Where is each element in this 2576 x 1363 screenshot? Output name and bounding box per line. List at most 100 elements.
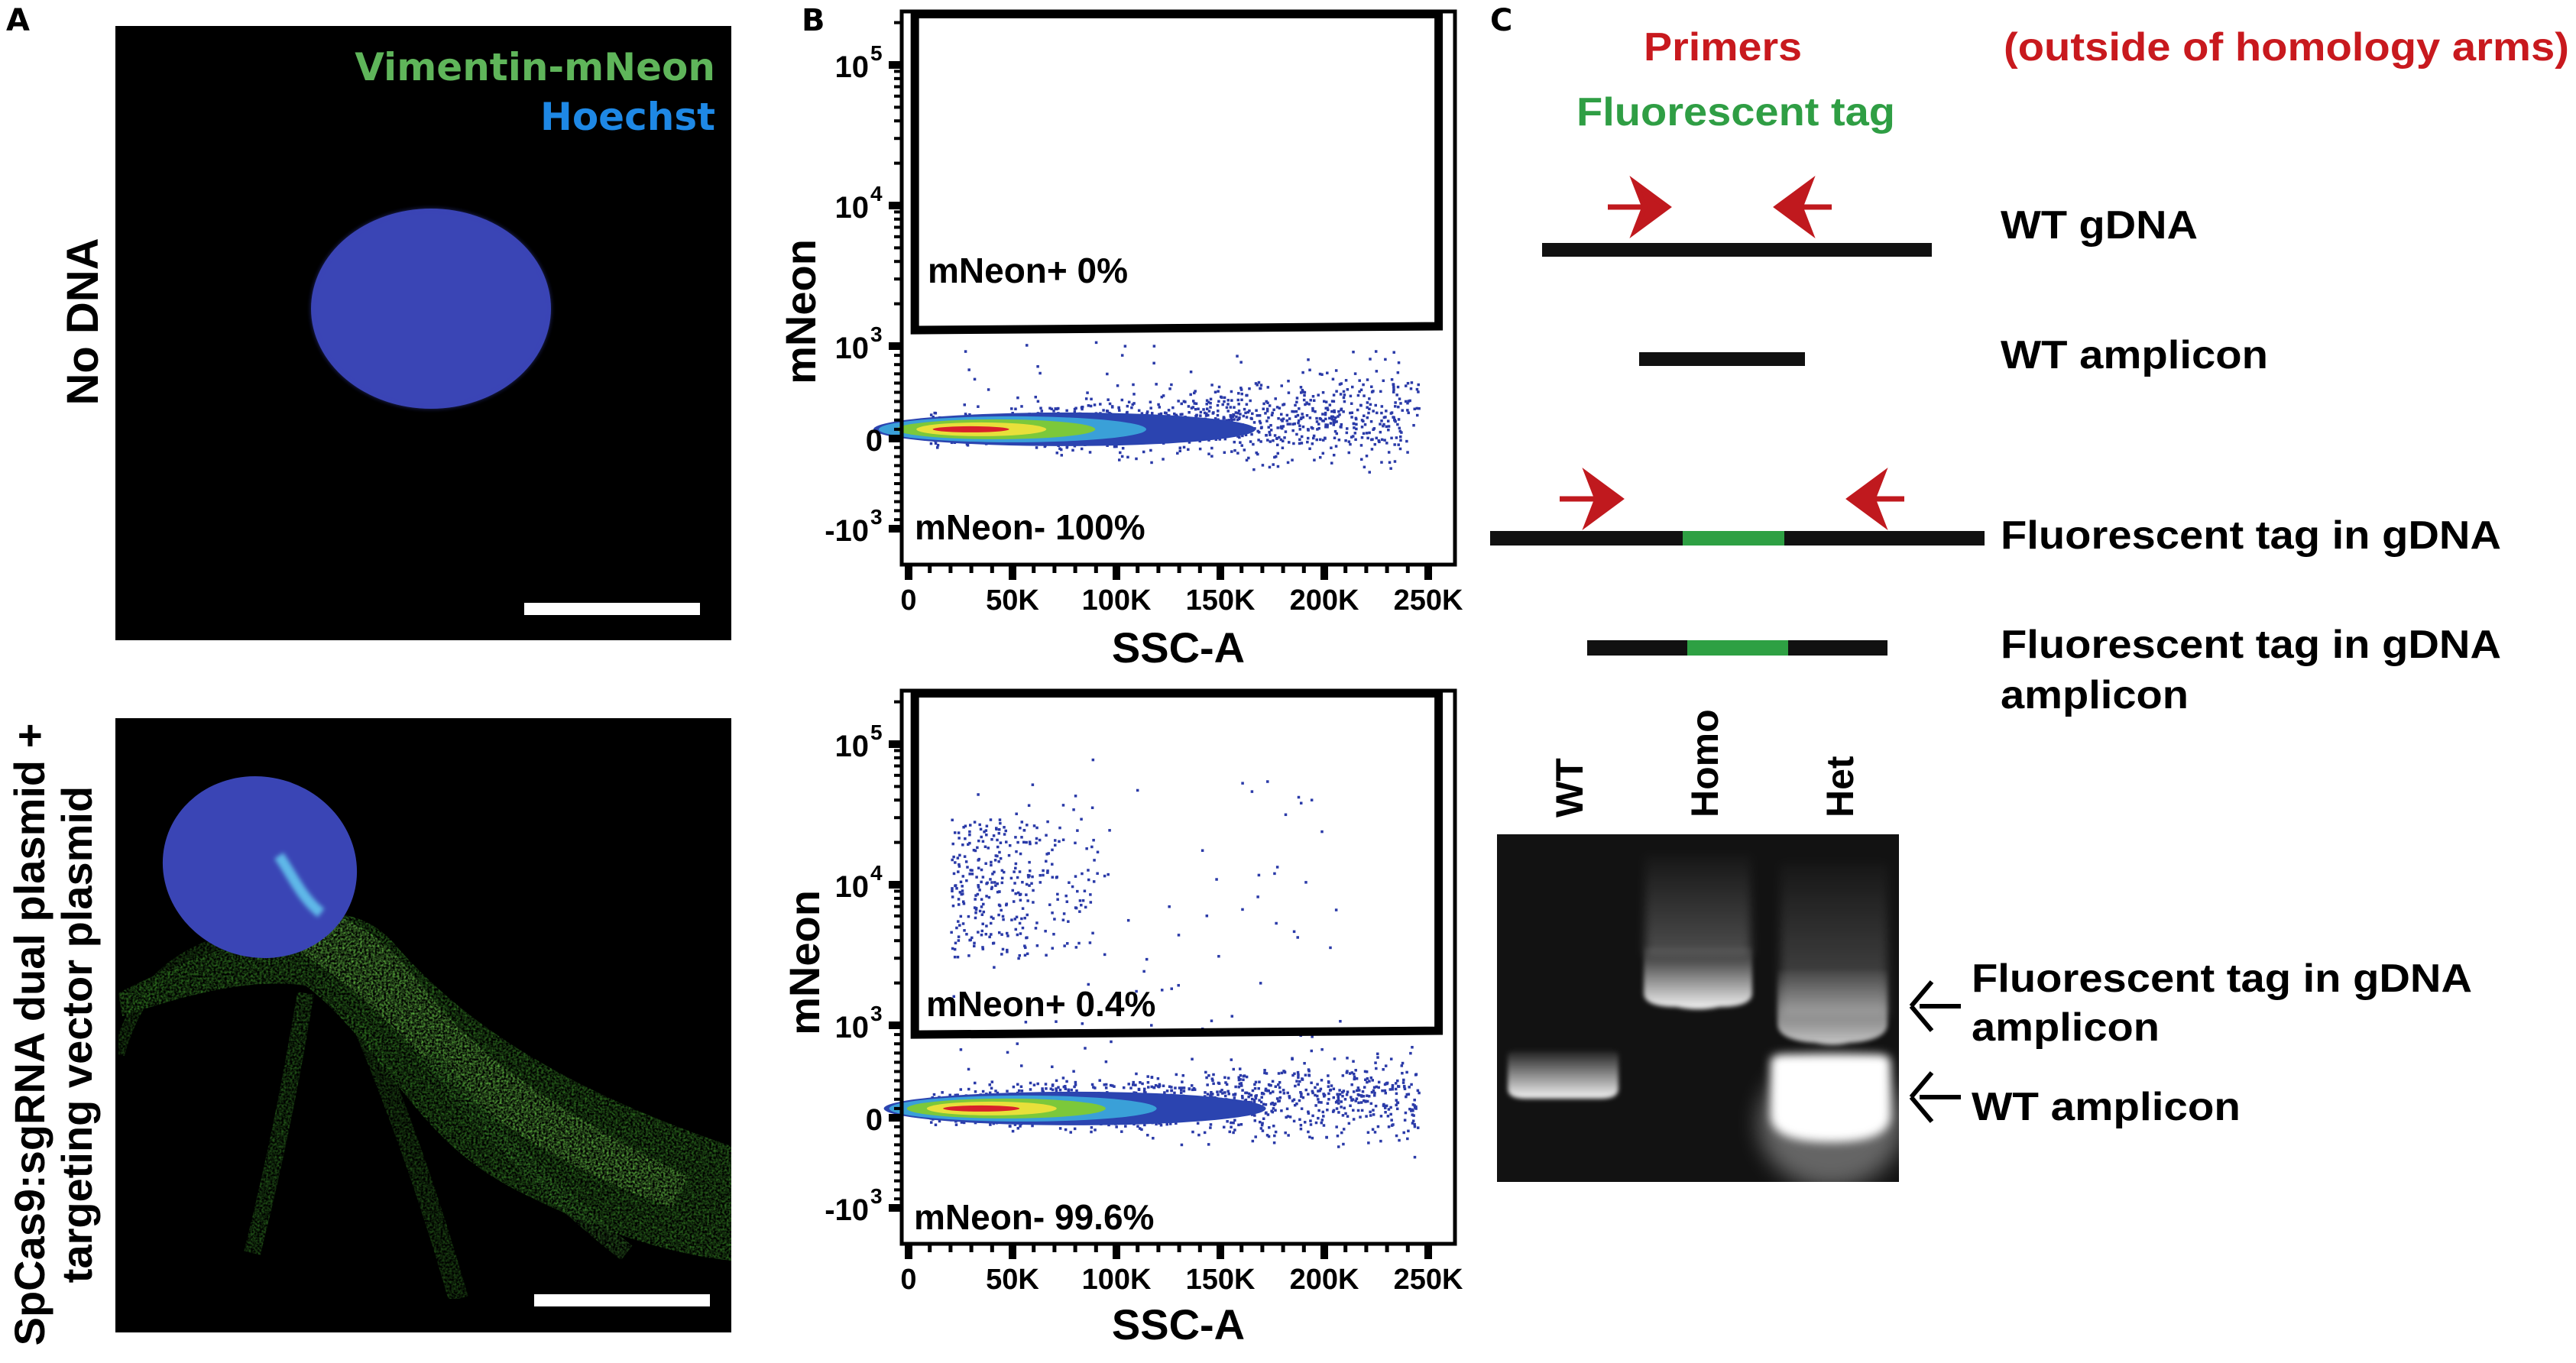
event-dot	[1403, 1087, 1407, 1090]
event-dot	[996, 854, 999, 858]
event-dot	[1253, 1083, 1256, 1086]
event-dot	[1137, 1087, 1141, 1091]
event-dot	[1000, 869, 1004, 873]
event-dot	[1266, 439, 1269, 442]
event-dot	[1123, 345, 1127, 348]
event-dot	[1265, 1072, 1269, 1075]
gate-mneon-positive[interactable]	[910, 688, 1444, 1039]
event-dot	[1377, 439, 1380, 442]
event-dot	[1241, 908, 1244, 911]
event-dot	[1089, 893, 1092, 896]
event-dot	[1294, 415, 1298, 418]
event-dot	[1307, 1130, 1310, 1134]
event-dot	[1210, 1077, 1214, 1080]
event-dot	[1023, 944, 1026, 947]
event-dot	[951, 842, 954, 846]
event-dot	[1051, 876, 1055, 879]
event-dot	[1397, 361, 1401, 364]
event-dot	[1015, 850, 1018, 853]
event-dot	[1017, 1089, 1021, 1093]
x-tick-label: 150K	[1186, 1264, 1256, 1296]
y-minor-tick	[894, 85, 902, 89]
event-dot	[1398, 1138, 1401, 1142]
event-dot	[1182, 1086, 1186, 1089]
vimentin-filaments	[112, 912, 731, 1302]
event-dot	[1317, 1116, 1320, 1120]
event-dot	[1392, 388, 1395, 391]
event-dot	[1272, 439, 1275, 442]
event-dot	[1063, 944, 1066, 947]
x-minor-tick	[1239, 1244, 1244, 1252]
event-dot	[1220, 1089, 1223, 1092]
event-dot	[1141, 1082, 1144, 1086]
y-major-tick	[889, 1204, 902, 1212]
event-dot	[1252, 442, 1255, 446]
y-major-tick	[889, 881, 902, 889]
event-dot	[1296, 413, 1300, 417]
event-dot	[1256, 414, 1259, 417]
y-tick-label: 10	[835, 870, 870, 904]
event-dot	[1223, 400, 1226, 403]
event-dot	[1383, 1089, 1387, 1093]
event-dot	[1143, 1123, 1146, 1127]
event-dot	[1369, 1102, 1373, 1106]
event-dot	[1255, 1094, 1258, 1097]
event-dot	[1090, 1125, 1094, 1129]
event-dot	[1115, 445, 1118, 448]
event-dot	[1045, 853, 1048, 856]
event-dot	[1177, 400, 1180, 403]
event-dot	[1157, 403, 1160, 406]
event-dot	[1009, 1125, 1012, 1128]
event-dot	[962, 902, 966, 905]
x-minor-tick	[1177, 565, 1181, 573]
event-dot	[1254, 1096, 1258, 1100]
event-dot	[1405, 439, 1408, 443]
event-dot	[1107, 398, 1110, 401]
event-dot	[1322, 400, 1326, 403]
micrograph-edited	[112, 718, 731, 1332]
event-dot	[1244, 433, 1248, 437]
event-dot	[968, 873, 971, 876]
x-minor-tick	[1197, 565, 1202, 573]
event-dot	[1349, 394, 1353, 398]
event-dot	[1362, 383, 1365, 387]
event-dot	[1046, 871, 1049, 874]
event-dot	[1131, 403, 1135, 406]
event-dot	[1401, 1071, 1404, 1075]
event-dot	[1217, 1093, 1220, 1096]
event-dot	[1337, 1145, 1340, 1148]
x-tick-labels: 0 50K 100K 150K 200K 250K	[900, 584, 1463, 617]
event-dot	[1324, 406, 1327, 410]
event-dot	[1407, 400, 1411, 403]
event-dot	[1237, 1078, 1241, 1082]
event-dot	[1321, 452, 1325, 455]
y-minor-tick	[894, 1170, 902, 1174]
event-dot	[1011, 1129, 1015, 1133]
event-dot	[1330, 446, 1333, 449]
y-minor-tick	[894, 1125, 902, 1128]
event-dot	[1395, 1103, 1398, 1107]
event-dot	[1165, 1089, 1169, 1093]
event-dot	[1411, 1119, 1415, 1122]
event-dot	[1001, 947, 1005, 951]
event-dot	[1312, 434, 1316, 438]
event-dot	[1012, 1085, 1016, 1089]
event-dot	[992, 834, 996, 837]
event-dot	[1284, 430, 1288, 433]
y-minor-tick	[894, 749, 902, 753]
event-dot	[1204, 1070, 1207, 1074]
x-major-tick	[1009, 565, 1016, 580]
event-dot	[1046, 869, 1049, 873]
event-dot	[1160, 989, 1164, 992]
event-dot	[936, 446, 939, 449]
event-dot	[1324, 413, 1327, 416]
event-dot	[1326, 423, 1329, 426]
event-dot	[1138, 1127, 1142, 1130]
gate-mneon-positive[interactable]	[910, 9, 1444, 335]
event-dot	[1303, 1061, 1306, 1065]
event-dot	[975, 876, 978, 879]
event-dot	[1022, 840, 1026, 844]
event-dot	[1135, 457, 1138, 461]
